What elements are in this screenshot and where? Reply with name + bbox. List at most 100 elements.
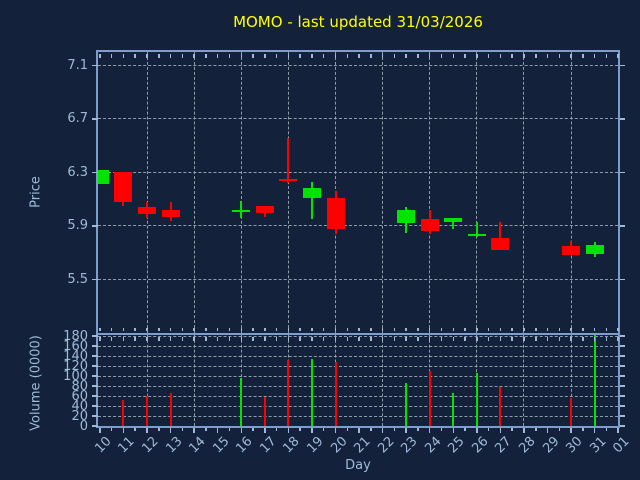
tick-mark [370,428,372,431]
tick-mark [381,428,384,433]
tick-mark [546,428,549,433]
day-tick-label: 17 [257,434,280,457]
candle-body [255,205,274,213]
day-tick-label: 01 [610,434,633,457]
candle-body [98,169,109,185]
day-tick-label: 19 [304,434,327,457]
tick-mark [322,428,325,431]
tick-mark [620,385,625,387]
tick-mark [582,428,584,431]
candle-wick [475,221,478,237]
candle-body [420,219,439,232]
tick-mark [311,428,313,433]
price-tick-label: 6.3 [67,164,88,180]
volume-bar [499,386,502,426]
chart-title: MOMO - last updated 31/03/2026 [233,13,483,31]
day-tick-label: 31 [586,434,610,457]
vertical-gridline [382,335,384,426]
tick-mark [393,428,396,431]
horizontal-gridline [98,355,618,357]
day-tick-label: 26 [469,434,492,457]
tick-mark [620,415,625,417]
vertical-gridline [476,52,478,333]
volume-bar [263,396,266,426]
tick-mark [620,118,625,120]
vertical-gridline [523,52,525,333]
day-tick-label: 30 [563,434,586,457]
tick-mark [620,365,625,367]
tick-mark [193,428,195,433]
candle-body [138,207,157,214]
tick-mark [228,428,231,431]
tick-mark [499,428,502,433]
horizontal-gridline [98,385,618,387]
candle-wick [310,181,313,220]
day-tick-label: 12 [139,434,162,457]
vertical-gridline [570,52,572,333]
volume-bar [310,358,313,426]
tick-mark [476,428,478,433]
candle-body [397,209,416,224]
horizontal-gridline [98,335,618,337]
vertical-gridline [146,335,148,426]
tick-mark [428,428,431,433]
price-tick-label: 7.1 [67,57,88,73]
horizontal-gridline [98,345,618,347]
horizontal-gridline [98,375,618,377]
day-tick-label: 20 [327,434,351,457]
day-tick-label: 11 [115,434,139,457]
volume-panel [96,333,620,428]
price-panel [96,50,620,335]
tick-mark [264,428,266,433]
tick-mark [134,428,136,431]
vertical-gridline [240,52,242,333]
tick-mark [620,225,625,227]
tick-mark [593,428,596,433]
tick-mark [122,428,125,433]
price-tick-label: 6.7 [67,111,88,127]
tick-mark [440,428,443,431]
volume-tick-label: 40 [71,398,88,414]
tick-mark [405,428,407,433]
tick-mark [620,375,625,377]
tick-mark [299,428,301,431]
horizontal-gridline [98,425,618,426]
horizontal-gridline [98,64,618,66]
volume-tick-label: 100 [63,368,88,384]
horizontal-gridline [98,395,618,397]
volume-tick-label: 120 [63,358,88,374]
tick-mark [620,171,625,174]
candle-body [326,197,345,229]
volume-tick-label: 0 [79,418,88,434]
volume-bar [570,398,573,426]
tick-mark [523,428,525,433]
day-tick-label: 13 [162,434,186,457]
candle-body [114,172,133,202]
tick-mark [358,428,360,433]
volume-tick-label: 60 [71,388,88,404]
horizontal-gridline [98,365,618,367]
vertical-gridline [382,52,384,333]
candle-body [232,209,251,212]
tick-mark [146,428,148,433]
horizontal-gridline [98,118,618,120]
volume-axis-label: Volume (0000) [28,335,44,431]
candle-body [562,246,581,256]
volume-bar [593,335,596,426]
candle-wick [287,137,290,184]
day-tick-label: 14 [186,434,209,457]
tick-mark [205,428,207,431]
tick-mark [346,428,349,431]
vertical-gridline [570,335,572,426]
day-tick-label: 16 [233,434,256,457]
horizontal-gridline [98,225,618,227]
candle-wick [452,217,455,229]
vertical-gridline [523,335,525,426]
x-axis-label: Day [345,458,371,473]
price-tick-label: 5.9 [67,218,88,234]
vertical-gridline [429,52,431,333]
tick-mark [287,428,290,433]
vertical-gridline [287,52,289,333]
tick-mark [169,428,172,433]
volume-tick-label: 80 [71,378,88,394]
